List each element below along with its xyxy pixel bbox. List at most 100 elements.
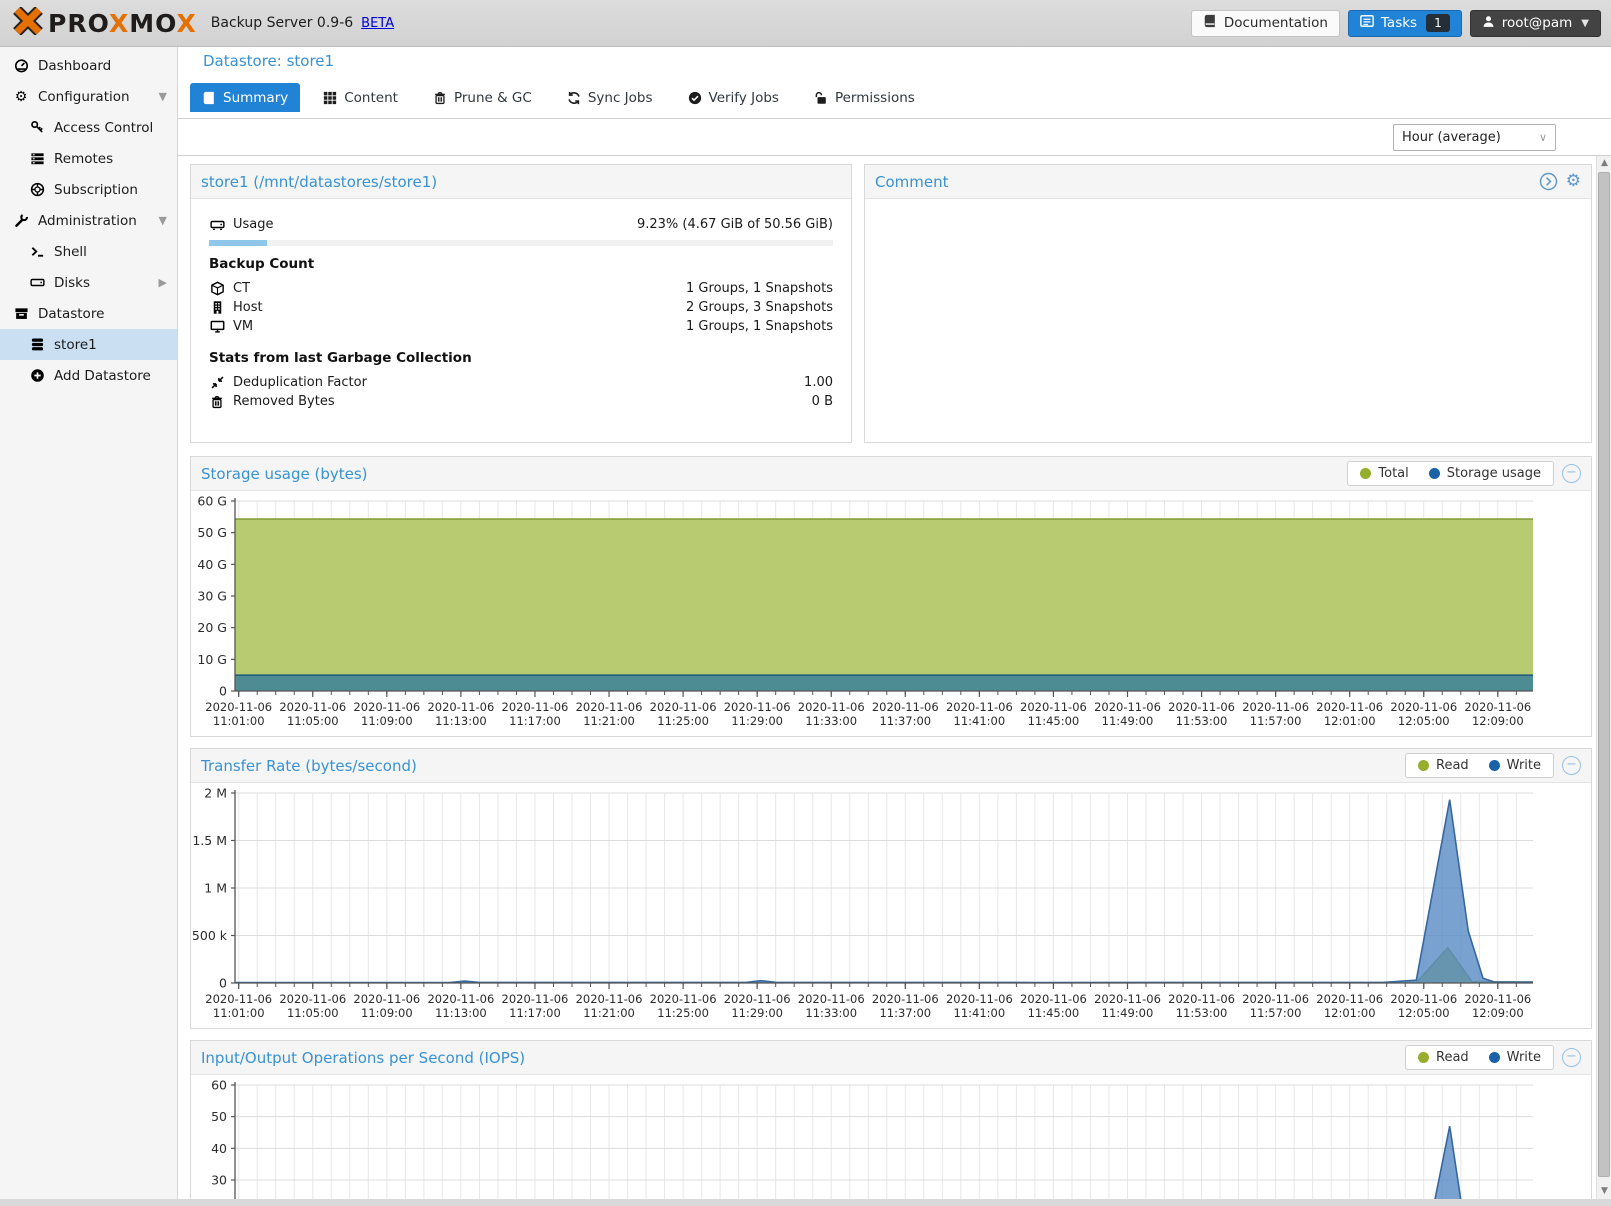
trash-icon: [209, 395, 225, 409]
terminal-icon: [28, 244, 46, 259]
svg-text:12:09:00: 12:09:00: [1472, 714, 1524, 728]
storage-panel: Storage usage (bytes) Total Storage usage −…: [190, 456, 1592, 737]
sidebar-item-label: Access Control: [54, 119, 154, 136]
gc-stat-value: 0 B: [811, 394, 833, 409]
tab-label: Verify Jobs: [708, 89, 779, 106]
vertical-scrollbar[interactable]: ▲ ▼: [1596, 156, 1611, 1206]
legend-item-write[interactable]: Write: [1488, 1050, 1541, 1065]
legend-item-read[interactable]: Read: [1418, 758, 1469, 773]
tab-verify-jobs[interactable]: Verify Jobs: [676, 83, 791, 112]
svg-text:11:09:00: 11:09:00: [361, 714, 413, 728]
sidebar-item-administration[interactable]: Administration ▼: [0, 205, 177, 236]
svg-text:2020-11-06: 2020-11-06: [724, 700, 791, 714]
gc-stat-label: Removed Bytes: [233, 394, 335, 409]
svg-text:2020-11-06: 2020-11-06: [1094, 992, 1161, 1006]
tab-permissions[interactable]: Permissions: [802, 83, 927, 112]
svg-text:2020-11-06: 2020-11-06: [1242, 700, 1309, 714]
sidebar-item-configuration[interactable]: ⚙ Configuration ▼: [0, 81, 177, 112]
list-icon: [28, 151, 46, 166]
tab-content[interactable]: Content: [311, 83, 410, 112]
svg-text:2020-11-06: 2020-11-06: [1316, 700, 1383, 714]
svg-text:2020-11-06: 2020-11-06: [798, 700, 865, 714]
gear-icon[interactable]: ⚙: [1565, 171, 1581, 191]
backup-count-label: VM: [233, 319, 254, 334]
collapse-tool-icon[interactable]: −: [1562, 1048, 1581, 1067]
collapse-tool-icon[interactable]: −: [1562, 756, 1581, 775]
svg-text:2 M: 2 M: [204, 787, 227, 801]
datastore-info-panel: store1 (/mnt/datastores/store1) Usage 9.…: [190, 164, 852, 443]
svg-text:11:53:00: 11:53:00: [1176, 1006, 1228, 1020]
sidebar-item-remotes[interactable]: Remotes: [0, 143, 177, 174]
sidebar-item-access-control[interactable]: Access Control: [0, 112, 177, 143]
svg-text:500 k: 500 k: [193, 928, 228, 943]
tab-prune-gc[interactable]: Prune & GC: [421, 83, 544, 112]
svg-text:30: 30: [211, 1173, 227, 1188]
documentation-button[interactable]: Documentation: [1190, 9, 1340, 37]
gc-stat-deduplication-factor: Deduplication Factor 1.00: [209, 373, 833, 392]
wrench-icon: [12, 213, 30, 228]
sidebar-item-subscription[interactable]: Subscription: [0, 174, 177, 205]
time-range-select[interactable]: Hour (average) ∨: [1393, 124, 1556, 151]
sidebar-item-dashboard[interactable]: Dashboard: [0, 50, 177, 81]
legend-item-read[interactable]: Read: [1418, 1050, 1469, 1065]
backup-count-ct: CT 1 Groups, 1 Snapshots: [209, 279, 833, 298]
svg-text:2020-11-06: 2020-11-06: [946, 992, 1013, 1006]
scroll-down-arrow[interactable]: ▼: [1601, 1186, 1608, 1196]
svg-text:11:49:00: 11:49:00: [1102, 1006, 1154, 1020]
backup-count-value: 1 Groups, 1 Snapshots: [686, 281, 833, 296]
gc-stats-rows: Deduplication Factor 1.00 Removed Bytes 0 B: [209, 373, 833, 411]
svg-text:12:05:00: 12:05:00: [1398, 1006, 1450, 1020]
sidebar-item-disks[interactable]: Disks ▶: [0, 267, 177, 298]
window-bottom-edge: [0, 1199, 1611, 1206]
documentation-label: Documentation: [1223, 15, 1328, 31]
compress-icon: [209, 375, 225, 390]
beta-link[interactable]: BETA: [361, 15, 395, 31]
tasks-label: Tasks: [1380, 15, 1418, 31]
sidebar-item-store1[interactable]: store1: [0, 329, 177, 360]
sidebar-item-label: Configuration: [38, 88, 130, 105]
expand-tool-icon[interactable]: [1539, 172, 1558, 191]
tab-summary[interactable]: Summary: [190, 83, 301, 112]
tasks-button[interactable]: Tasks 1: [1347, 9, 1462, 37]
transfer-panel-header: Transfer Rate (bytes/second) Read Write −: [191, 749, 1591, 783]
legend-item-storage-usage[interactable]: Storage usage: [1428, 466, 1541, 481]
key-icon: [28, 120, 46, 135]
svg-text:11:05:00: 11:05:00: [287, 1006, 339, 1020]
user-menu-button[interactable]: root@pam ▼: [1469, 9, 1601, 37]
legend-label: Read: [1436, 758, 1469, 773]
storage-chart-svg: 60 G50 G40 G30 G20 G10 G02020-11-0611:01…: [197, 495, 1533, 728]
collapse-tool-icon[interactable]: −: [1562, 464, 1581, 483]
sidebar-item-add-datastore[interactable]: Add Datastore: [0, 360, 177, 391]
tab-label: Sync Jobs: [587, 89, 653, 106]
scrollbar-thumb[interactable]: [1598, 172, 1610, 1177]
backup-count-label: Host: [233, 300, 263, 315]
sidebar-item-label: Add Datastore: [54, 367, 151, 384]
legend-dot-write: [1488, 760, 1500, 771]
gc-stat-label: Deduplication Factor: [233, 375, 367, 390]
iops-legend: Read Write: [1405, 1045, 1554, 1070]
svg-text:11:41:00: 11:41:00: [954, 1006, 1006, 1020]
comment-panel-header: Comment ⚙: [865, 165, 1591, 199]
legend-label: Storage usage: [1446, 466, 1541, 481]
scroll-up-arrow[interactable]: ▲: [1601, 158, 1608, 168]
grid-icon: [323, 91, 337, 105]
comment-body[interactable]: [865, 199, 1591, 443]
gc-stat-value: 1.00: [804, 375, 833, 390]
legend-item-write[interactable]: Write: [1488, 758, 1541, 773]
svg-text:1.5 M: 1.5 M: [193, 833, 227, 848]
database-icon: [28, 337, 46, 352]
usage-value: 9.23% (4.67 GiB of 50.56 GiB): [636, 216, 833, 232]
tab-sync-jobs[interactable]: Sync Jobs: [555, 83, 665, 112]
tab-label: Content: [344, 89, 398, 106]
sidebar-item-shell[interactable]: Shell: [0, 236, 177, 267]
svg-text:2020-11-06: 2020-11-06: [650, 700, 717, 714]
storage-chart: 60 G 50 G 40 G 30 G 20 G 10 G 0 2020-11-06 11:01…: [191, 491, 1591, 735]
sidebar-item-datastore[interactable]: Datastore: [0, 298, 177, 329]
chevron-down-icon: ▼: [1581, 17, 1589, 29]
svg-text:2020-11-06: 2020-11-06: [1242, 992, 1309, 1006]
svg-text:2020-11-06: 2020-11-06: [1020, 700, 1087, 714]
legend-item-total[interactable]: Total: [1360, 466, 1409, 481]
svg-text:20 G: 20 G: [197, 620, 227, 635]
svg-text:11:57:00: 11:57:00: [1250, 1006, 1302, 1020]
